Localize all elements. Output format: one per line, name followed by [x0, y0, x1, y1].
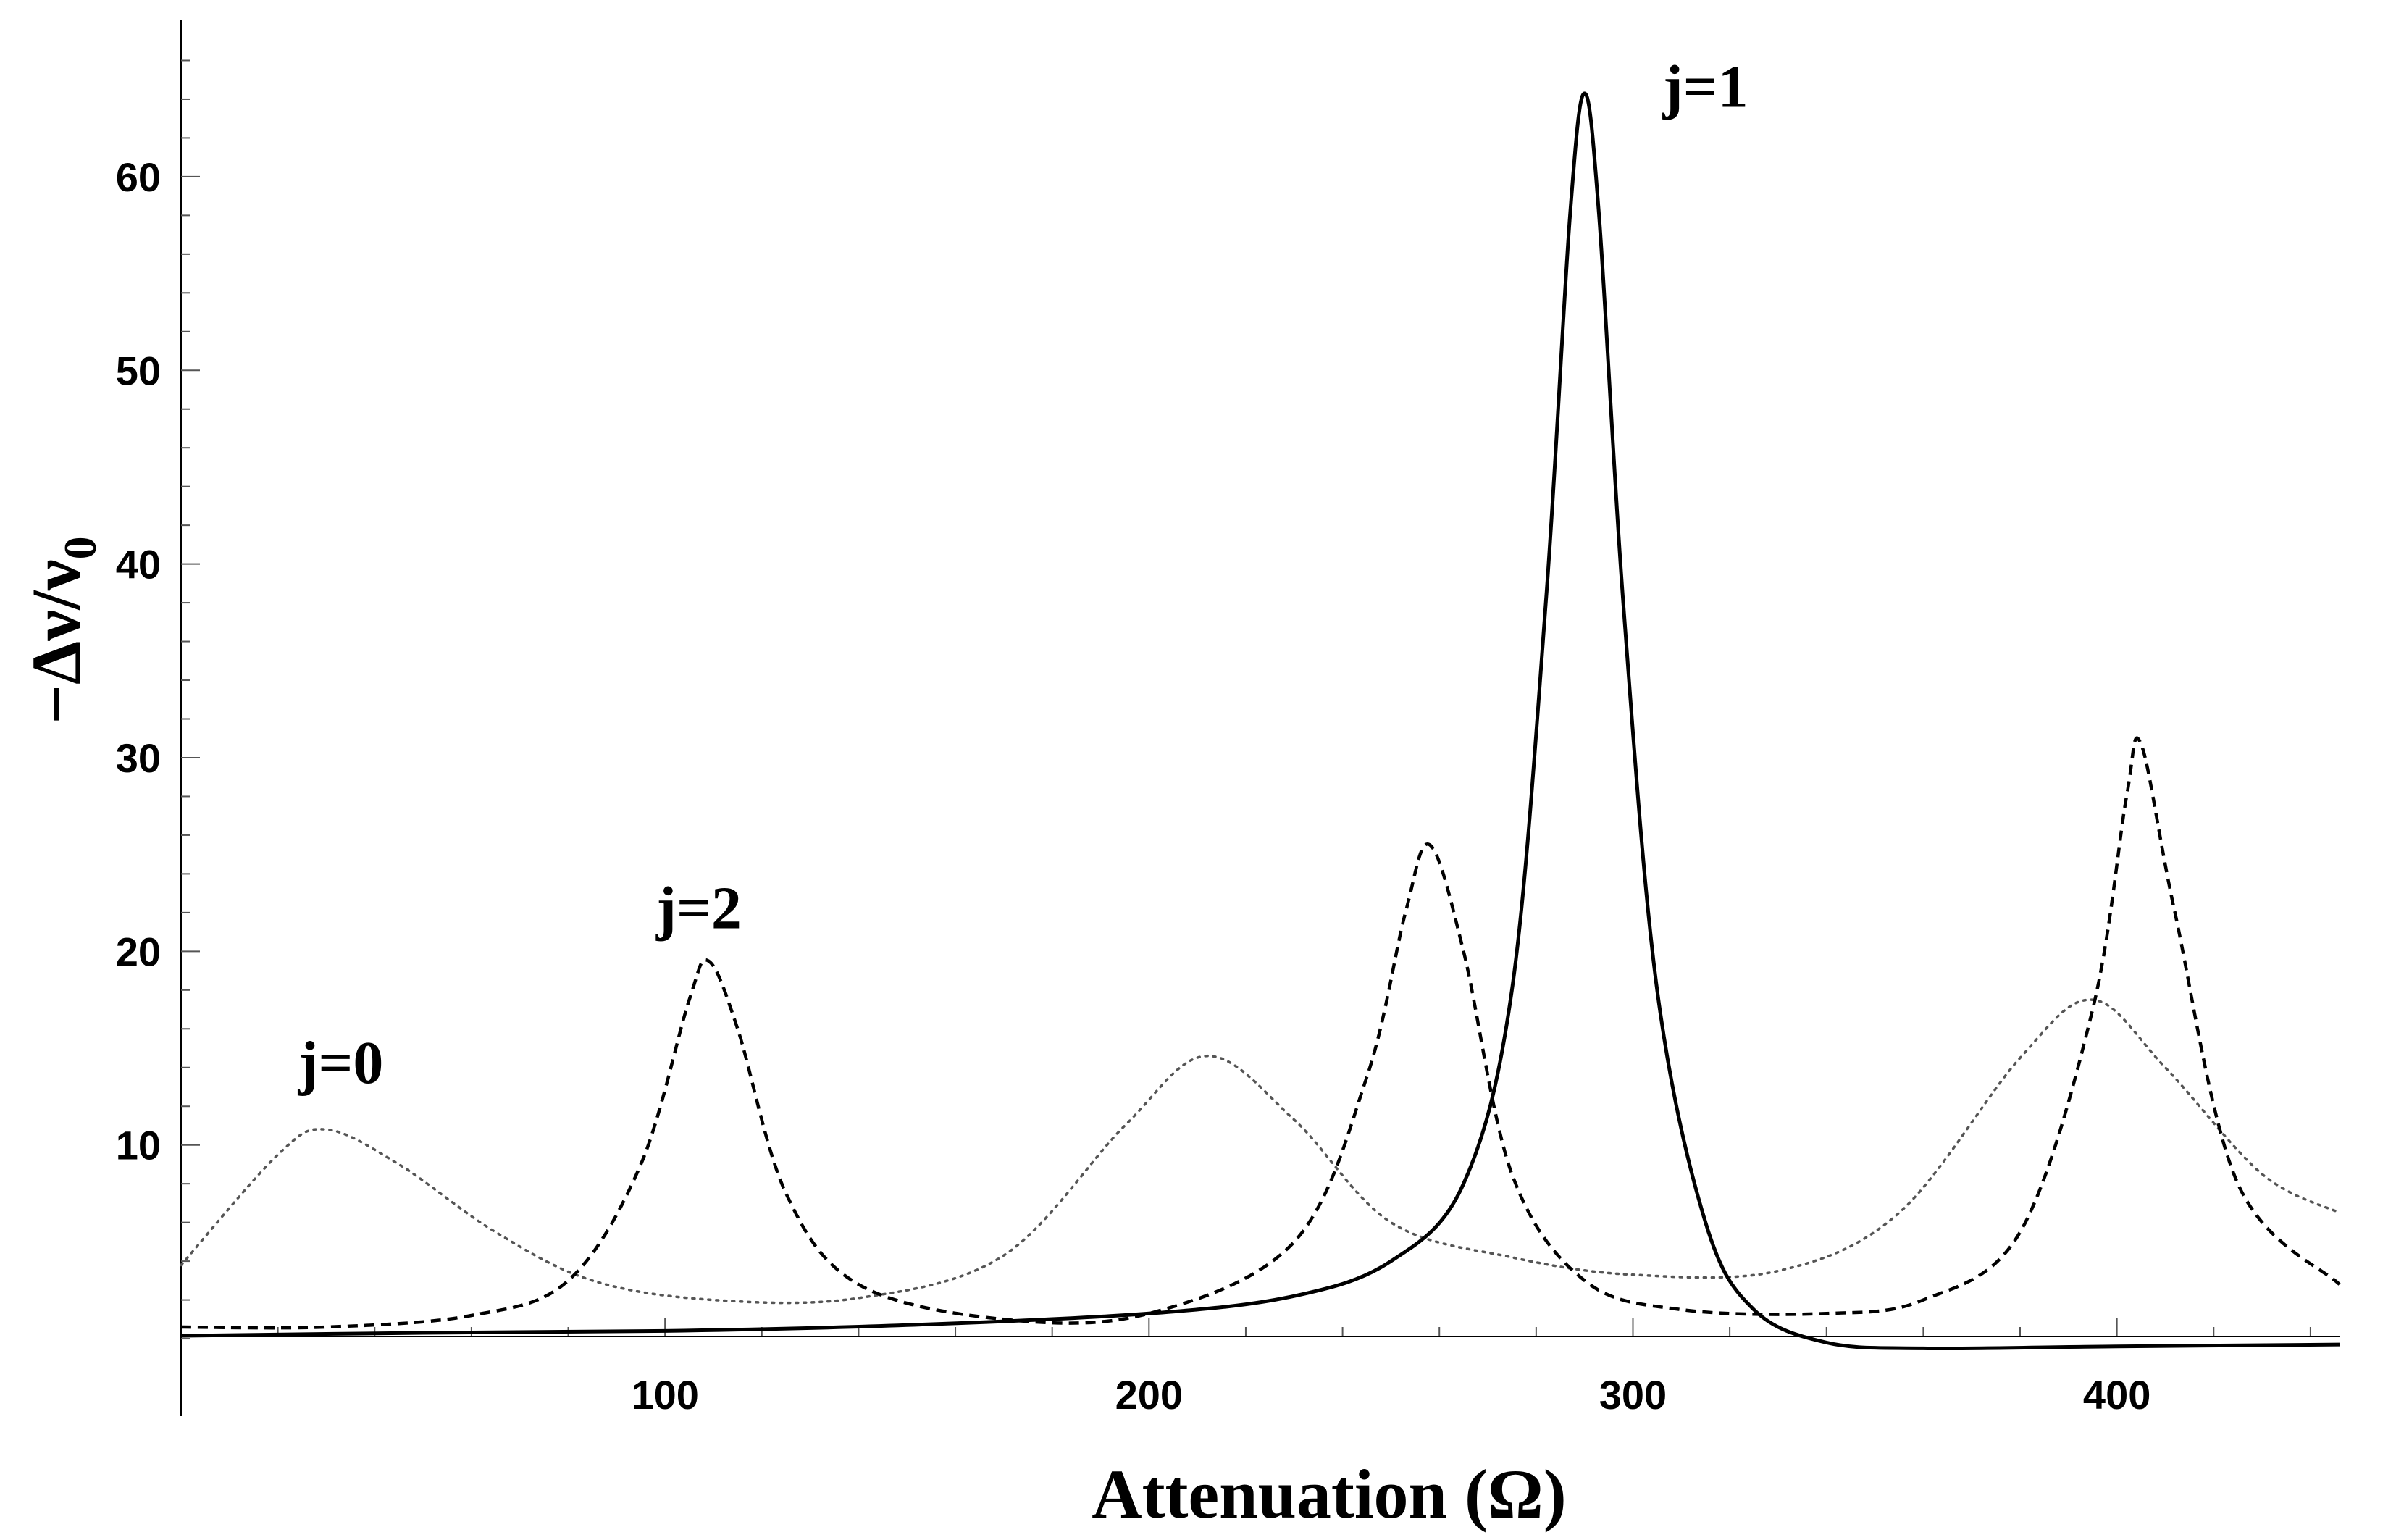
series-lines [180, 91, 2341, 1351]
y-tick-label: 20 [116, 929, 161, 974]
annotation-j0: j=0 [298, 1029, 384, 1097]
y-axis-label: −Δν/ν0 [17, 536, 106, 724]
y-tick-label: 50 [116, 348, 161, 393]
annotations: j=0 j=2 j=1 [298, 54, 1748, 1097]
ticks: 10 20 30 40 50 60 100 200 300 400 [116, 59, 2311, 1418]
x-tick-label: 300 [1599, 1372, 1667, 1418]
svg-text:−Δν/ν0: −Δν/ν0 [17, 536, 106, 724]
axes [180, 20, 2340, 1416]
y-axis-label-subscript: 0 [54, 536, 106, 559]
x-tick-label: 100 [631, 1372, 698, 1418]
y-axis-label-text: −Δν/ν [17, 559, 95, 724]
series-line-j1 [180, 91, 2340, 1351]
series-line-j2 [180, 736, 2341, 1330]
y-tick-label: 60 [116, 154, 161, 200]
annotation-j2: j=2 [655, 874, 742, 942]
y-tick-label: 40 [116, 542, 161, 587]
annotation-j1: j=1 [1662, 54, 1748, 121]
x-tick-label: 400 [2083, 1372, 2150, 1418]
series-line-j0 [180, 998, 2341, 1305]
x-axis-label: Attenuation (Ω) [1092, 1455, 1567, 1533]
y-tick-label: 10 [116, 1123, 161, 1168]
x-tick-label: 200 [1115, 1372, 1183, 1418]
y-tick-label: 30 [116, 735, 161, 781]
